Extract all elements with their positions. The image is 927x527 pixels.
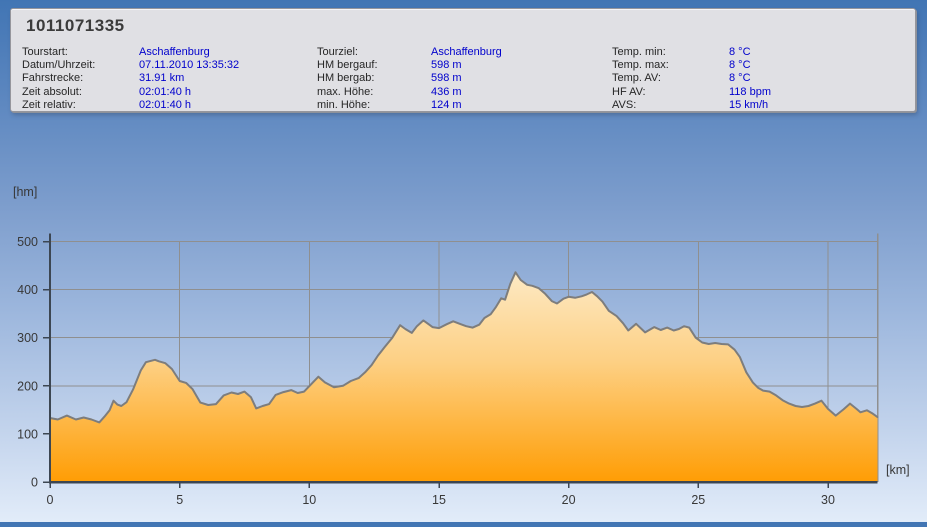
- info-label-temp-min: Temp. min:: [612, 46, 666, 58]
- x-tick-label: 20: [562, 493, 576, 507]
- info-label-tourziel: Tourziel:: [317, 46, 358, 58]
- y-tick-label: 0: [31, 476, 38, 490]
- info-label-temp-av: Temp. AV:: [612, 72, 661, 85]
- info-row-avs: AVS: 15 km/h: [612, 99, 771, 112]
- y-tick-label: 400: [17, 283, 38, 297]
- tour-summary-panel: 1011071335 Tourstart: Aschaffenburg Datu…: [10, 8, 916, 112]
- info-label-min-hoehe: min. Höhe:: [317, 98, 371, 111]
- info-row-hm-bergauf: HM bergauf: 598 m: [317, 59, 502, 72]
- info-row-zeit-relativ: Zeit relativ: 02:01:40 h: [22, 99, 239, 112]
- info-row-hf-av: HF AV: 118 bpm: [612, 86, 771, 99]
- info-value-hm-bergauf: 598 m: [431, 59, 462, 72]
- elevation-curve: [49, 271, 879, 424]
- info-row-temp-min: Temp. min: 8 °C: [612, 46, 771, 59]
- info-value-avs: 15 km/h: [729, 98, 769, 111]
- info-row-tourziel: Tourziel: Aschaffenburg: [317, 46, 502, 59]
- info-value-fahrstrecke: 31.91 km: [139, 72, 185, 85]
- info-column-messwerte: Temp. min: 8 °C Temp. max: 8 °C Temp. AV…: [612, 46, 771, 112]
- info-label-hm-bergauf: HM bergauf:: [317, 59, 378, 72]
- page-title: 1011071335: [26, 16, 125, 35]
- info-column-start: Tourstart: Aschaffenburg Datum/Uhrzeit: …: [22, 46, 239, 112]
- info-label-avs: AVS:: [612, 98, 637, 111]
- info-row-max-hoehe: max. Höhe: 436 m: [317, 86, 502, 99]
- info-value-min-hoehe: 124 m: [431, 98, 462, 111]
- x-tick-label: 0: [47, 493, 54, 507]
- info-value-temp-max: 8 °C: [729, 59, 751, 72]
- info-label-datum-uhrzeit: Datum/Uhrzeit:: [22, 59, 96, 72]
- info-row-tourstart: Tourstart: Aschaffenburg: [22, 46, 239, 59]
- y-tick-label: 100: [17, 427, 38, 441]
- x-tick-label: 30: [821, 493, 835, 507]
- info-row-fahrstrecke: Fahrstrecke: 31.91 km: [22, 72, 239, 85]
- info-label-zeit-absolut: Zeit absolut:: [22, 85, 82, 98]
- y-tick-label: 500: [17, 235, 38, 249]
- info-label-temp-max: Temp. max:: [612, 59, 669, 72]
- info-row-zeit-absolut: Zeit absolut: 02:01:40 h: [22, 86, 239, 99]
- info-label-zeit-relativ: Zeit relativ:: [22, 98, 76, 111]
- info-label-fahrstrecke: Fahrstrecke:: [22, 72, 84, 85]
- x-tick-label: 25: [691, 493, 705, 507]
- info-value-datum-uhrzeit: 07.11.2010 13:35:32: [139, 59, 240, 72]
- x-tick-label: 5: [176, 493, 183, 507]
- info-row-temp-max: Temp. max: 8 °C: [612, 59, 771, 72]
- elevation-area-fill: [50, 272, 878, 482]
- info-row-temp-av: Temp. AV: 8 °C: [612, 72, 771, 85]
- info-value-tourziel: Aschaffenburg: [431, 46, 502, 58]
- info-label-max-hoehe: max. Höhe:: [317, 85, 374, 98]
- x-tick-label: 15: [432, 493, 446, 507]
- y-tick-label: 200: [17, 379, 38, 393]
- y-tick-label: 300: [17, 331, 38, 345]
- info-value-zeit-relativ: 02:01:40 h: [139, 98, 191, 111]
- info-value-zeit-absolut: 02:01:40 h: [139, 85, 191, 98]
- info-value-max-hoehe: 436 m: [431, 85, 462, 98]
- info-value-hf-av: 118 bpm: [729, 85, 771, 98]
- info-label-hf-av: HF AV:: [612, 85, 646, 98]
- y-axis-unit-label: [hm]: [13, 185, 38, 199]
- info-value-temp-min: 8 °C: [729, 46, 751, 58]
- info-row-min-hoehe: min. Höhe: 124 m: [317, 99, 502, 112]
- info-value-hm-bergab: 598 m: [431, 72, 462, 85]
- info-row-datum-uhrzeit: Datum/Uhrzeit: 07.11.2010 13:35:32: [22, 59, 239, 72]
- info-column-ziel: Tourziel: Aschaffenburg HM bergauf: 598 …: [317, 46, 502, 112]
- x-tick-label: 10: [302, 493, 316, 507]
- info-value-tourstart: Aschaffenburg: [139, 46, 210, 58]
- info-value-temp-av: 8 °C: [729, 72, 751, 85]
- info-label-tourstart: Tourstart:: [22, 46, 68, 58]
- x-axis-unit-label: [km]: [886, 463, 910, 477]
- info-row-hm-bergab: HM bergab: 598 m: [317, 72, 502, 85]
- info-label-hm-bergab: HM bergab:: [317, 72, 375, 85]
